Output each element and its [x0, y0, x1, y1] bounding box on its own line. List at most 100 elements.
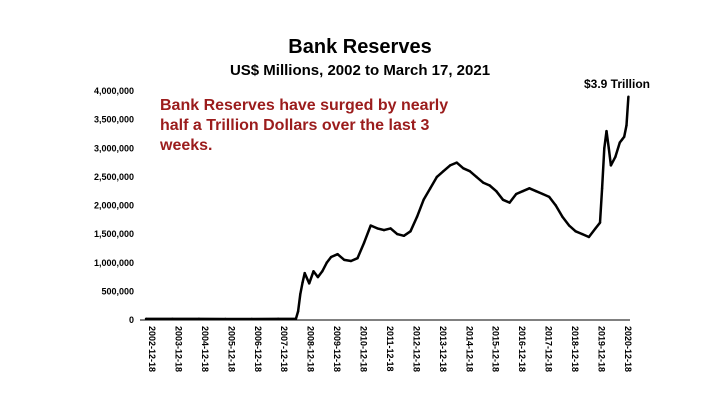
chart-subtitle: US$ Millions, 2002 to March 17, 2021: [229, 62, 491, 79]
end-value-label: $3.9 Trillion: [583, 77, 650, 91]
data-point: [627, 95, 630, 98]
x-tick-label: 2005-12-18: [226, 326, 236, 372]
data-point: [325, 261, 328, 264]
data-point: [356, 256, 359, 260]
x-tick-label: 2009-12-18: [332, 326, 342, 372]
data-point: [605, 129, 608, 133]
x-tick-label: 2020-12-18: [623, 326, 633, 372]
chart-annotation: Bank Reserves have surged by nearly half…: [160, 97, 449, 154]
data-point: [587, 235, 591, 239]
data-point: [396, 232, 399, 236]
data-point: [475, 175, 478, 179]
y-axis: 0 500,000 1,000,000 1,500,000 2,000,000 2,500…: [94, 86, 134, 325]
x-tick-label: 2013-12-18: [438, 326, 448, 372]
data-point: [600, 187, 604, 190]
data-point: [402, 234, 406, 238]
x-tick-label: 2015-12-18: [491, 326, 501, 372]
data-point: [625, 124, 628, 127]
y-tick-label: 4,000,000: [94, 86, 134, 96]
data-point: [442, 169, 445, 173]
x-tick-label: 2011-12-18: [385, 326, 395, 372]
x-tick-label: 2007-12-18: [279, 326, 289, 372]
data-point: [594, 227, 597, 230]
data-point: [574, 230, 577, 233]
x-tick-label: 2010-12-18: [359, 326, 369, 372]
data-point: [567, 224, 571, 227]
x-tick-label: 2019-12-18: [597, 326, 607, 372]
y-tick-label: 1,000,000: [94, 258, 134, 268]
data-point: [501, 198, 505, 201]
data-point: [488, 184, 491, 187]
data-point: [429, 187, 432, 190]
data-point: [515, 192, 518, 196]
y-tick-label: 3,500,000: [94, 115, 134, 125]
data-point: [547, 195, 551, 199]
data-point: [316, 275, 320, 279]
data-point: [481, 181, 485, 184]
data-point: [294, 317, 298, 321]
x-axis: 2002-12-18 2003-12-18 2004-12-18 2005-12-18…: [140, 319, 633, 372]
x-tick-label: 2014-12-18: [464, 326, 474, 372]
data-point: [144, 317, 148, 321]
data-point: [462, 167, 465, 170]
x-tick-label: 2004-12-18: [200, 326, 210, 372]
data-point: [603, 147, 606, 150]
data-point: [614, 155, 617, 159]
data-point: [409, 230, 412, 233]
data-point: [534, 189, 538, 193]
y-tick-label: 500,000: [101, 286, 134, 296]
data-point: [598, 221, 602, 224]
data-point: [448, 164, 452, 167]
data-point: [422, 198, 425, 201]
data-point: [620, 138, 624, 141]
data-point: [508, 201, 511, 204]
data-point: [468, 169, 472, 173]
data-point: [609, 164, 613, 167]
data-point: [455, 161, 458, 164]
data-point: [581, 232, 584, 236]
data-point: [336, 252, 339, 256]
data-point: [528, 187, 531, 190]
x-tick-label: 2012-12-18: [411, 326, 421, 372]
data-point: [607, 147, 610, 150]
data-point: [197, 317, 201, 321]
data-point: [321, 270, 324, 273]
data-point: [349, 259, 353, 263]
x-tick-label: 2016-12-18: [517, 326, 527, 372]
data-point: [415, 215, 419, 219]
data-point: [521, 189, 524, 193]
data-point: [343, 258, 346, 262]
data-points: [144, 95, 630, 321]
data-point: [329, 255, 333, 259]
x-tick-label: 2003-12-18: [173, 326, 183, 372]
x-tick-label: 2008-12-18: [306, 326, 316, 372]
y-tick-label: 2,500,000: [94, 172, 134, 182]
data-point: [435, 175, 439, 179]
y-tick-label: 2,000,000: [94, 201, 134, 211]
data-point: [561, 215, 564, 219]
x-tick-label: 2002-12-18: [147, 326, 157, 372]
data-point: [362, 241, 366, 244]
data-point: [618, 141, 622, 144]
data-point: [541, 192, 544, 196]
data-point: [376, 227, 379, 230]
data-point: [369, 224, 372, 227]
data-point: [495, 189, 498, 193]
data-point: [312, 270, 315, 273]
data-point: [301, 281, 304, 284]
data-point: [554, 204, 558, 207]
data-point: [303, 271, 306, 275]
y-tick-label: 1,500,000: [94, 229, 134, 239]
data-point: [224, 317, 227, 321]
x-tick-label: 2017-12-18: [544, 326, 554, 372]
data-point: [296, 310, 300, 313]
data-point: [250, 317, 253, 321]
data-point: [276, 317, 280, 321]
x-tick-label: 2006-12-18: [253, 326, 263, 372]
y-tick-label: 0: [129, 315, 134, 325]
y-tick-label: 3,000,000: [94, 143, 134, 153]
data-point: [382, 228, 386, 232]
data-point: [307, 282, 311, 285]
